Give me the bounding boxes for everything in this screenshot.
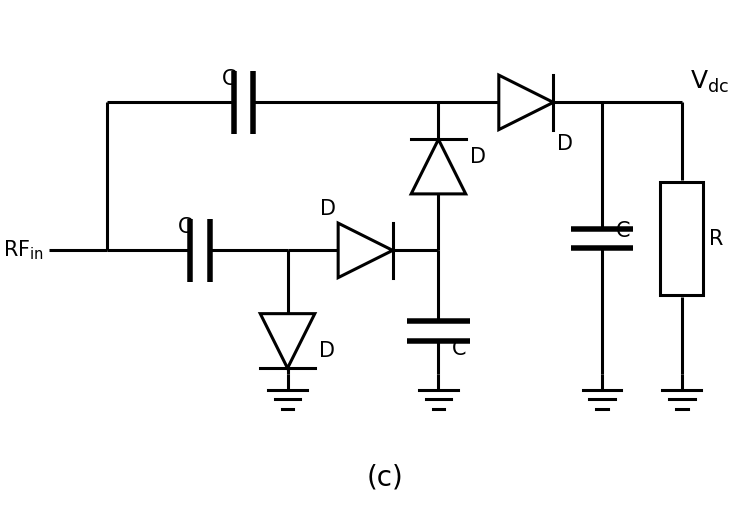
Text: D: D — [470, 147, 485, 167]
Text: C: C — [616, 221, 630, 241]
Text: R: R — [709, 229, 724, 249]
Text: C: C — [452, 339, 466, 359]
Text: C: C — [178, 216, 192, 237]
Text: RF$_{\mathregular{in}}$: RF$_{\mathregular{in}}$ — [3, 239, 44, 262]
Text: D: D — [320, 199, 336, 219]
Bar — [661, 182, 704, 295]
Text: (c): (c) — [367, 463, 404, 491]
Text: C: C — [221, 69, 236, 89]
Text: D: D — [557, 134, 573, 154]
Text: D: D — [319, 341, 334, 361]
Text: V$_{\mathregular{dc}}$: V$_{\mathregular{dc}}$ — [690, 69, 729, 95]
